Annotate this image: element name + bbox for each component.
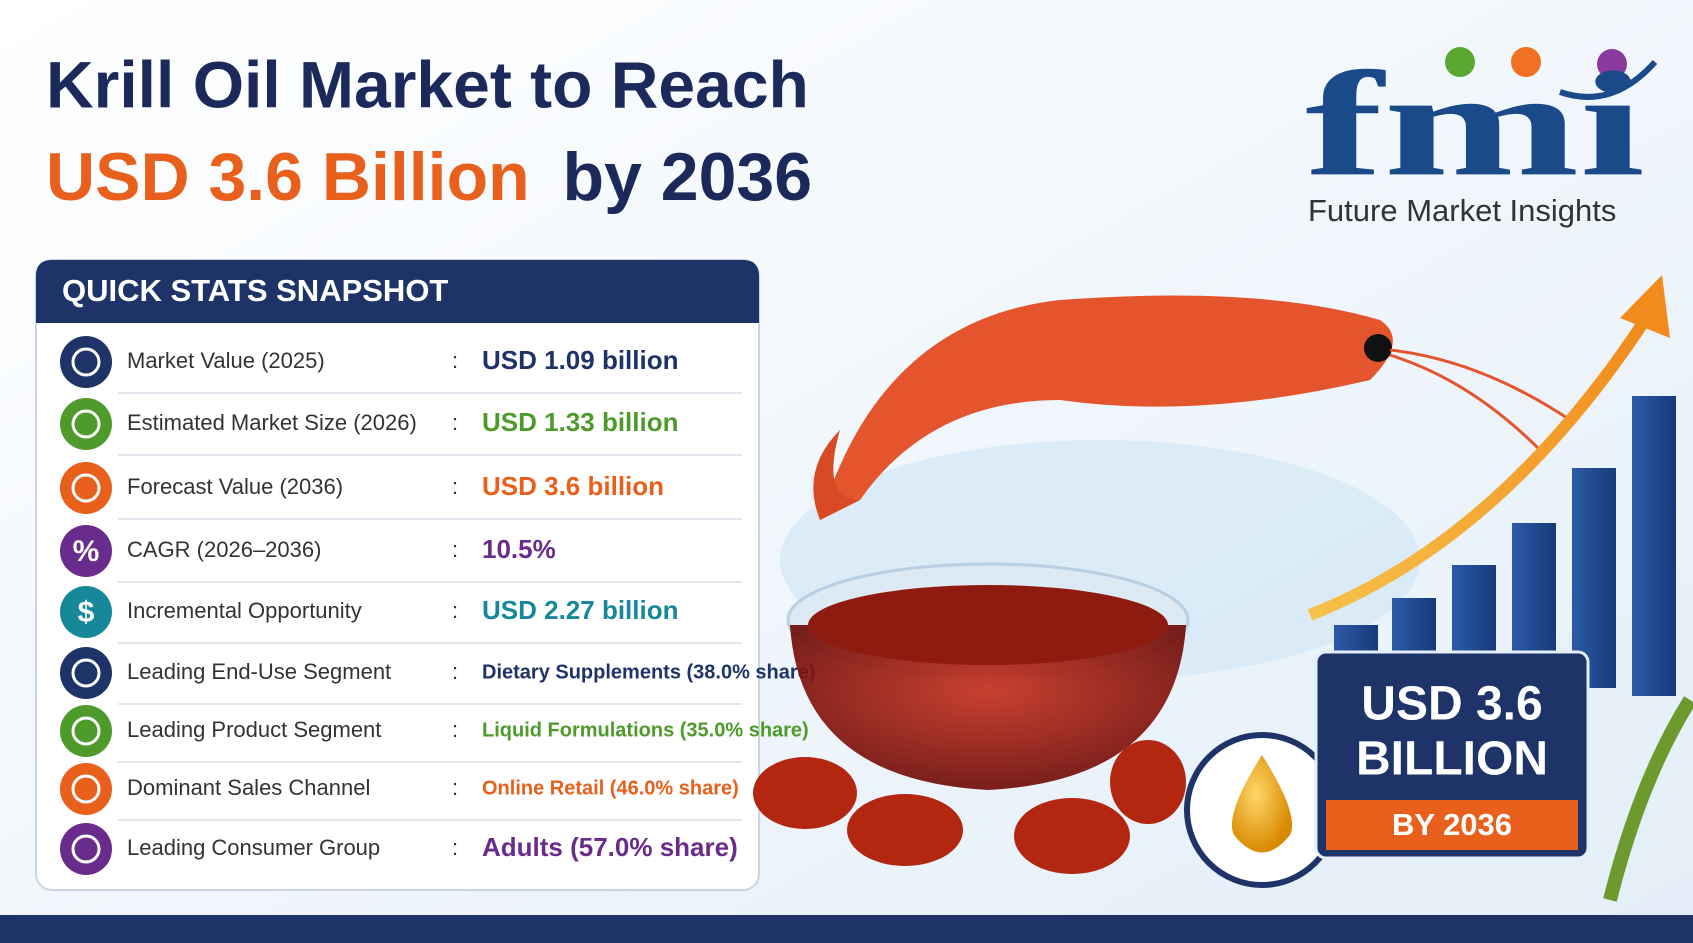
capsule [847, 794, 963, 866]
badge-footer [1326, 800, 1578, 850]
stat-row: Leading Consumer Group: Adults (57.0% sha… [60, 823, 738, 875]
stat-icon [60, 823, 112, 875]
stat-icon-inner [71, 658, 101, 688]
title: Krill Oil Market to Reach [46, 47, 809, 121]
stat-icon-inner [71, 473, 101, 503]
stat-separator: : [452, 410, 458, 435]
stat-row: Leading End-Use Segment: Dietary Suppleme… [60, 647, 815, 705]
badge-line2: BILLION [1356, 733, 1548, 786]
stat-separator: : [452, 835, 458, 860]
capsule [753, 757, 857, 829]
title-rest: by 2036 [563, 139, 813, 215]
stat-icon [60, 705, 112, 757]
footer-bar [0, 915, 1693, 943]
deco-bar [1632, 396, 1676, 696]
title-line2: USD 3.6 Billion by 2036 [46, 139, 812, 215]
krill-tail [813, 430, 860, 520]
logo: fmi Future Market Insights [1305, 41, 1658, 228]
value-badge: USD 3.6 BILLION BY 2036 [1314, 650, 1590, 860]
stat-icon-inner [71, 409, 101, 439]
stat-separator: : [452, 775, 458, 800]
krill-antenna [1389, 348, 1571, 452]
stat-row: Estimated Market Size (2026): USD 1.33 bi… [60, 398, 742, 456]
growth-arrow [1307, 316, 1651, 621]
stat-value: USD 1.09 billion [482, 345, 679, 375]
title-highlight: USD 3.6 Billion [46, 139, 530, 215]
badge-line3: BY 2036 [1392, 807, 1512, 842]
stat-icon [60, 763, 112, 815]
stat-label: Market Value (2025) [127, 348, 325, 373]
panel-title: QUICK STATS SNAPSHOT [62, 273, 448, 308]
capsule [1014, 798, 1130, 874]
stat-icon [60, 462, 112, 514]
stat-icon [60, 525, 112, 577]
stat-icon-inner [71, 774, 101, 804]
stat-row: Market Value (2025): USD 1.09 billion [60, 336, 742, 394]
stat-icon [60, 586, 112, 638]
illustration [753, 295, 1571, 888]
stat-separator: : [452, 348, 458, 373]
stat-row: Forecast Value (2036): USD 3.6 billion [60, 462, 742, 520]
stat-value: USD 2.27 billion [482, 595, 679, 625]
stat-icon-inner [71, 834, 101, 864]
stat-value: Online Retail (46.0% share) [482, 777, 739, 799]
stat-row: $ Incremental Opportunity: USD 2.27 billio… [60, 586, 742, 644]
stat-separator: : [452, 474, 458, 499]
stat-separator: : [452, 537, 458, 562]
arrow-head [1620, 275, 1670, 338]
logo-dot [1597, 49, 1627, 79]
stat-value: USD 3.6 billion [482, 471, 664, 501]
stat-row: Leading Product Segment: Liquid Formulati… [60, 705, 809, 763]
stat-icon-inner [71, 347, 101, 377]
stat-label: Incremental Opportunity [127, 598, 362, 623]
stat-icon [60, 336, 112, 388]
oil-drop [1231, 755, 1293, 853]
stat-icon [60, 398, 112, 450]
stat-value: 10.5% [482, 534, 556, 564]
oil-surface [808, 585, 1168, 665]
logo-dot [1511, 47, 1541, 77]
logo-letters: fmi [1305, 41, 1645, 207]
stat-label: Leading Product Segment [127, 717, 381, 742]
krill-eye [1364, 334, 1392, 362]
stat-row: % CAGR (2026–2036):10.5% [60, 525, 742, 583]
seaweed [1603, 696, 1693, 902]
stat-value: USD 1.33 billion [482, 407, 679, 437]
stat-value: Liquid Formulations (35.0% share) [482, 719, 809, 741]
stat-separator: : [452, 659, 458, 684]
bowl [790, 625, 1186, 790]
stat-label: Leading End-Use Segment [127, 659, 391, 684]
logo-dot [1445, 47, 1475, 77]
logo-swoosh [1559, 59, 1658, 100]
logo-name: Future Market Insights [1308, 193, 1616, 228]
stat-label: CAGR (2026–2036) [127, 537, 321, 562]
stats-panel: QUICK STATS SNAPSHOT Market Value (2025)… [35, 259, 815, 891]
stat-label: Leading Consumer Group [127, 835, 380, 860]
krill-body [820, 295, 1393, 520]
stat-value: Adults (57.0% share) [482, 832, 738, 862]
capsule [1110, 740, 1186, 824]
stat-label: Dominant Sales Channel [127, 775, 370, 800]
stat-icon [60, 647, 112, 699]
stat-separator: : [452, 717, 458, 742]
stat-label: Forecast Value (2036) [127, 474, 343, 499]
stat-row: Dominant Sales Channel: Online Retail (46… [60, 763, 742, 821]
panel-header [36, 260, 759, 323]
stat-value: Dietary Supplements (38.0% share) [482, 661, 815, 683]
badge-line1: USD 3.6 [1361, 678, 1542, 731]
stat-separator: : [452, 598, 458, 623]
stat-label: Estimated Market Size (2026) [127, 410, 417, 435]
stat-icon-inner [71, 716, 101, 746]
growth-graphic [1307, 275, 1693, 902]
stat-icon-glyph: % [73, 535, 100, 568]
stat-icon-glyph: $ [78, 596, 95, 629]
